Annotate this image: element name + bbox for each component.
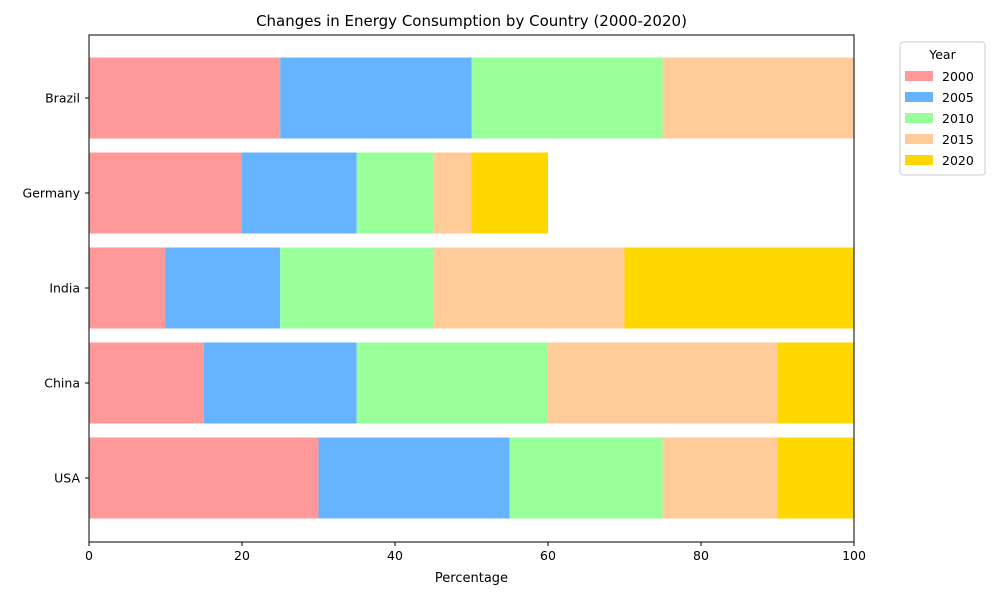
bar-india-2020 bbox=[624, 247, 854, 329]
bar-brazil-2005 bbox=[280, 57, 472, 139]
legend-title: Year bbox=[928, 47, 956, 62]
x-tick-label-0: 0 bbox=[85, 548, 93, 563]
bar-brazil-2010 bbox=[471, 57, 663, 139]
bar-india-2000 bbox=[89, 247, 166, 329]
legend-swatch-2020 bbox=[905, 155, 933, 165]
bar-china-2000 bbox=[89, 342, 204, 424]
x-tick-label-60: 60 bbox=[540, 548, 556, 563]
bar-india-2010 bbox=[280, 247, 434, 329]
x-tick-label-100: 100 bbox=[842, 548, 866, 563]
bar-usa-2005 bbox=[318, 437, 510, 519]
y-axis: USA China India Germany Brazil bbox=[23, 91, 89, 486]
y-tick-label-germany: Germany bbox=[23, 186, 81, 201]
bar-china-2005 bbox=[203, 342, 357, 424]
x-axis-title: Percentage bbox=[435, 571, 508, 586]
legend-label-2015: 2015 bbox=[942, 132, 974, 147]
bar-usa-2000 bbox=[89, 437, 319, 519]
bar-germany-2010 bbox=[356, 152, 434, 234]
y-tick-label-usa: USA bbox=[54, 471, 80, 486]
y-tick-label-brazil: Brazil bbox=[45, 91, 80, 106]
bar-china-2010 bbox=[356, 342, 548, 424]
bar-brazil-2000 bbox=[89, 57, 281, 139]
legend: Year 2000 2005 2010 2015 2020 bbox=[899, 41, 986, 176]
legend-swatch-2005 bbox=[905, 92, 933, 102]
bars-group bbox=[89, 57, 854, 519]
y-tick-label-china: China bbox=[44, 376, 80, 391]
bar-india-2005 bbox=[165, 247, 281, 329]
y-tick-label-india: India bbox=[49, 281, 80, 296]
legend-label-2010: 2010 bbox=[942, 111, 974, 126]
legend-swatch-2000 bbox=[905, 71, 933, 81]
bar-china-2020 bbox=[777, 342, 854, 424]
legend-items: 2000 2005 2010 2015 2020 bbox=[905, 69, 974, 168]
legend-swatch-2015 bbox=[905, 134, 933, 144]
bar-germany-2005 bbox=[242, 152, 357, 234]
x-tick-label-40: 40 bbox=[387, 548, 403, 563]
x-tick-label-20: 20 bbox=[234, 548, 250, 563]
legend-label-2000: 2000 bbox=[942, 69, 974, 84]
bar-brazil-2015 bbox=[662, 57, 854, 139]
legend-label-2020: 2020 bbox=[942, 153, 974, 168]
legend-swatch-2010 bbox=[905, 113, 933, 123]
bar-china-2015 bbox=[548, 342, 778, 424]
bar-germany-2000 bbox=[89, 152, 242, 234]
bar-germany-2015 bbox=[433, 152, 472, 234]
bar-usa-2020 bbox=[777, 437, 854, 519]
bar-germany-2020 bbox=[471, 152, 548, 234]
bar-india-2015 bbox=[433, 247, 625, 329]
bar-usa-2015 bbox=[662, 437, 778, 519]
bar-usa-2010 bbox=[509, 437, 663, 519]
legend-label-2005: 2005 bbox=[942, 90, 974, 105]
x-tick-label-80: 80 bbox=[693, 548, 709, 563]
chart-title: Changes in Energy Consumption by Country… bbox=[256, 12, 687, 30]
x-axis: 0 20 40 60 80 100 bbox=[85, 542, 866, 563]
